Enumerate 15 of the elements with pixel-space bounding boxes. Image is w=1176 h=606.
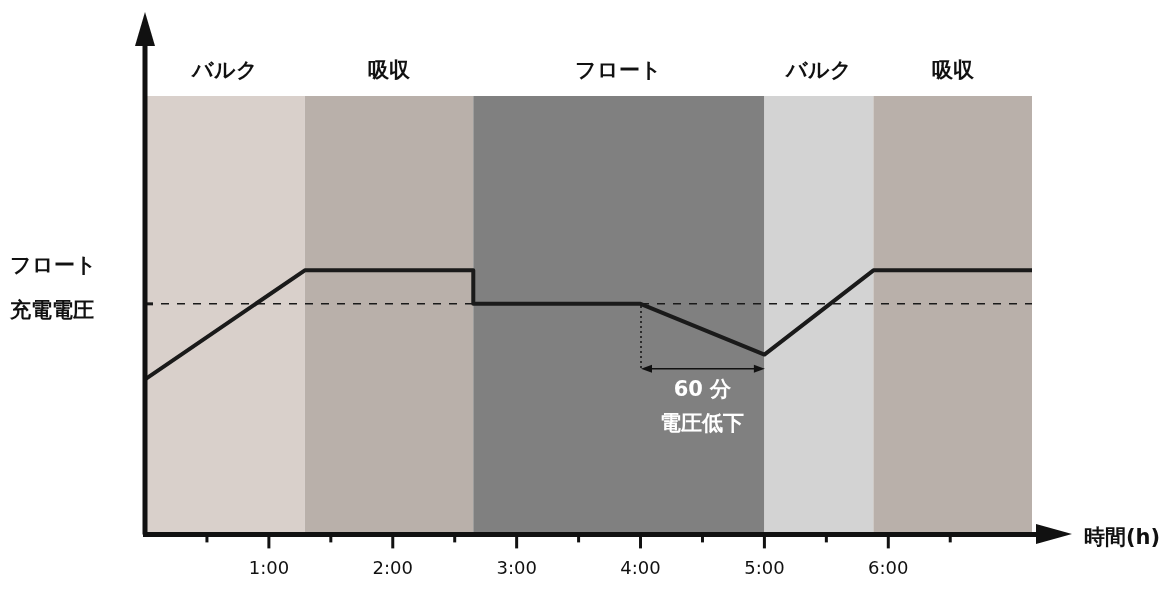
x-tick-label: 6:00: [868, 556, 909, 578]
ref-line-label: フロート充電電圧: [9, 253, 97, 323]
band-label: バルク: [784, 58, 852, 83]
x-tick-label: 1:00: [248, 556, 290, 578]
band-label: 吸収: [368, 58, 412, 83]
band-label: バルク: [190, 58, 258, 83]
band-label: 吸収: [931, 58, 975, 83]
x-axis-title: 時間(h): [1084, 524, 1161, 549]
x-tick-label: 5:00: [744, 556, 785, 578]
x-tick-label: 4:00: [620, 556, 661, 578]
band-label: フロート: [575, 58, 663, 83]
annotation: 60 分: [673, 377, 733, 401]
x-tick-label: 2:00: [372, 556, 413, 578]
x-tick-label: 3:00: [496, 556, 537, 578]
annotation: 電圧低下: [660, 411, 745, 435]
